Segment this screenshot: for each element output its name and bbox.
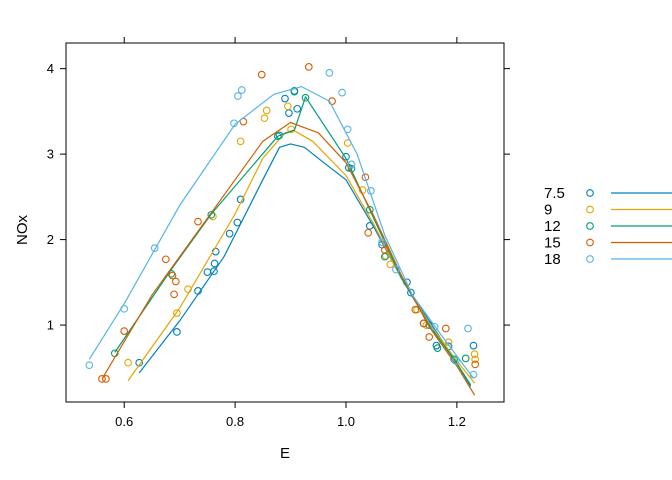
legend-point-key xyxy=(586,222,594,230)
data-point xyxy=(173,328,181,336)
data-point xyxy=(425,333,434,341)
panel-border xyxy=(65,42,505,403)
data-point xyxy=(285,109,293,117)
series-18 xyxy=(85,69,478,379)
data-point xyxy=(161,255,170,264)
legend-point-key xyxy=(586,255,594,263)
y-axis-title: NOx xyxy=(14,215,31,246)
series-12 xyxy=(110,87,472,386)
data-point xyxy=(378,238,386,247)
data-point xyxy=(338,88,346,97)
legend-label: 12 xyxy=(544,218,561,235)
data-point xyxy=(430,322,439,331)
data-point xyxy=(361,173,370,182)
data-point xyxy=(150,244,159,252)
data-point xyxy=(464,324,472,333)
data-point xyxy=(234,92,242,100)
data-point xyxy=(392,265,400,274)
data-point xyxy=(273,132,282,141)
x-tick-label: 0.6 xyxy=(115,414,133,429)
data-point xyxy=(364,228,373,237)
x-axis-title: E xyxy=(280,445,290,462)
series-7.5 xyxy=(135,87,478,387)
data-point xyxy=(342,152,350,161)
data-point xyxy=(260,114,269,123)
plot-area xyxy=(85,63,480,396)
data-point xyxy=(433,344,442,352)
x-tick-label: 0.8 xyxy=(226,414,244,429)
y-tick-label: 2 xyxy=(47,232,54,247)
axes: 0.6 0.8 1.0 1.2 1 2 3 4 xyxy=(47,37,510,429)
data-point xyxy=(471,355,480,364)
data-point xyxy=(461,354,470,363)
data-point xyxy=(85,361,94,370)
series-line xyxy=(88,86,474,379)
data-point xyxy=(411,305,420,314)
data-point xyxy=(325,69,334,77)
data-point xyxy=(173,309,181,317)
series-9 xyxy=(124,102,480,384)
data-point xyxy=(225,229,234,238)
data-point xyxy=(168,271,177,280)
series-line xyxy=(127,129,476,384)
data-point xyxy=(120,327,129,335)
legend-point-key xyxy=(586,189,594,197)
series-15 xyxy=(98,63,480,396)
data-point xyxy=(470,350,479,358)
series-line xyxy=(114,96,472,386)
data-point xyxy=(451,357,460,365)
data-point xyxy=(386,260,395,269)
legend-label: 15 xyxy=(544,235,561,252)
y-tick-label: 1 xyxy=(47,318,54,333)
data-point xyxy=(469,341,478,350)
data-point xyxy=(236,137,245,146)
data-point xyxy=(257,70,266,79)
data-point xyxy=(98,375,106,383)
data-point xyxy=(347,160,356,169)
legend-label: 18 xyxy=(544,251,561,268)
y-tick-label: 3 xyxy=(47,147,54,162)
x-tick-label: 1.2 xyxy=(448,414,466,429)
data-point xyxy=(301,93,310,102)
data-point xyxy=(304,63,313,71)
legend-label: 7.5 xyxy=(544,185,565,202)
legend-point-key xyxy=(586,238,594,247)
legend-label: 9 xyxy=(544,202,552,219)
data-point xyxy=(365,205,374,214)
data-point xyxy=(293,104,302,113)
data-point xyxy=(281,94,289,103)
data-point xyxy=(210,267,218,276)
data-point xyxy=(471,360,480,369)
legend-point-key xyxy=(586,205,594,214)
data-point xyxy=(283,102,292,111)
data-point xyxy=(171,277,180,286)
data-point xyxy=(382,251,390,260)
data-point xyxy=(203,268,212,276)
data-point xyxy=(441,324,450,333)
data-point xyxy=(210,259,219,268)
data-point xyxy=(237,86,246,94)
y-tick-label: 4 xyxy=(47,61,54,76)
series-line xyxy=(138,143,472,387)
data-point xyxy=(207,210,216,219)
data-point xyxy=(262,106,271,115)
data-point xyxy=(407,288,415,297)
x-tick-label: 1.0 xyxy=(337,414,355,429)
data-point xyxy=(124,358,132,367)
data-point xyxy=(380,246,389,254)
data-point xyxy=(170,290,178,299)
series-line xyxy=(101,121,476,396)
data-point xyxy=(194,217,202,226)
